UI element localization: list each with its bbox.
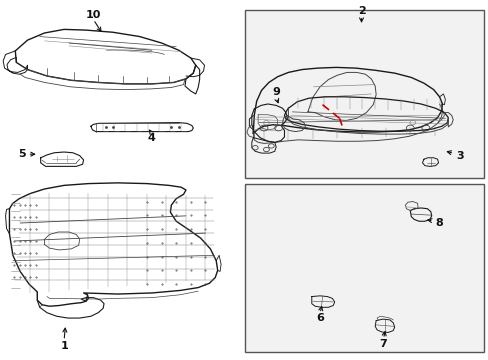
Text: 9: 9 bbox=[272, 87, 280, 97]
Text: 7: 7 bbox=[379, 339, 386, 349]
Text: 1: 1 bbox=[60, 341, 68, 351]
Text: 10: 10 bbox=[85, 10, 101, 20]
Text: 5: 5 bbox=[18, 149, 25, 159]
Text: 4: 4 bbox=[147, 133, 156, 143]
Text: 3: 3 bbox=[455, 150, 463, 161]
Text: 2: 2 bbox=[357, 6, 365, 17]
Text: 8: 8 bbox=[435, 218, 443, 228]
Bar bbox=[245, 10, 484, 178]
Bar bbox=[245, 184, 484, 352]
Text: 6: 6 bbox=[316, 313, 324, 323]
